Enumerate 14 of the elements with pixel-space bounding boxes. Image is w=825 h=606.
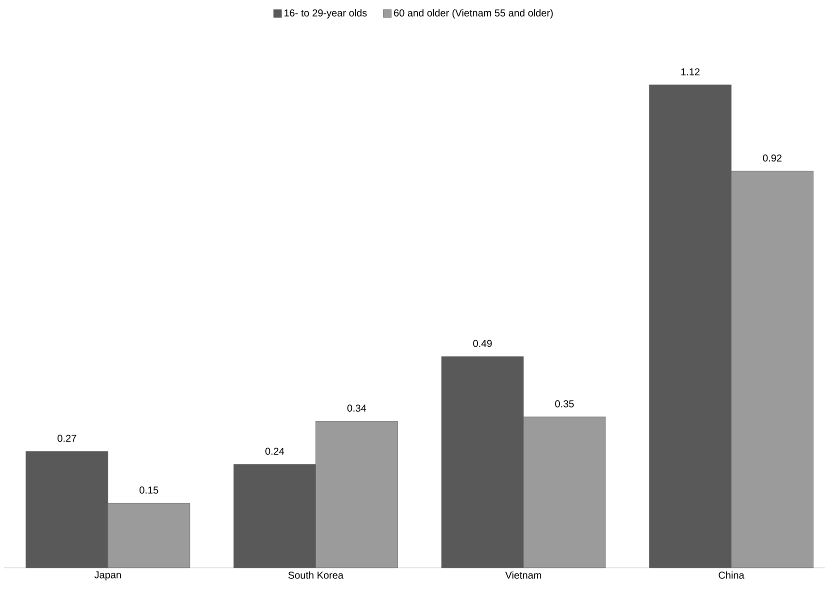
x-tick-label: Vietnam [505, 571, 542, 579]
x-tick-label: China [718, 571, 744, 579]
data-label: 0.15 [140, 486, 158, 494]
legend-label: 60 and older (Vietnam 55 and older) [394, 9, 553, 19]
x-tick-label: South Korea [288, 571, 344, 579]
data-label: 1.12 [681, 68, 700, 76]
x-tick-label: Japan [94, 571, 121, 580]
data-label: 0.34 [347, 404, 366, 412]
data-label: 0.49 [473, 340, 492, 348]
data-label: 0.92 [762, 154, 782, 162]
data-label: 0.24 [265, 448, 284, 455]
legend-label: 16- to 29-year olds [284, 9, 367, 19]
data-label: 0.27 [58, 434, 76, 442]
data-label: 0.35 [555, 400, 574, 408]
